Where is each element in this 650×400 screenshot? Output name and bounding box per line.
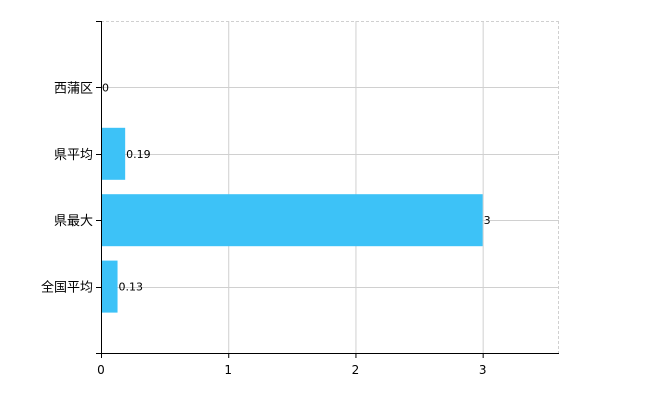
bar-3 [101, 260, 118, 313]
x-tick-label: 0 [97, 363, 105, 377]
data-label: 0 [102, 81, 109, 94]
category-label: 県最大 [54, 214, 93, 229]
category-label: 西蒲区 [54, 81, 93, 96]
data-label: 0.13 [119, 281, 143, 294]
bar-2 [101, 194, 483, 247]
x-tick-label: 1 [224, 363, 232, 377]
category-label: 県平均 [54, 148, 93, 163]
category-label: 全国平均 [41, 280, 93, 296]
x-tick-label: 2 [352, 363, 360, 377]
bar-1 [101, 127, 126, 180]
x-tick-label: 3 [479, 363, 487, 377]
data-label: 3 [484, 214, 491, 227]
data-label: 0.19 [126, 148, 151, 161]
